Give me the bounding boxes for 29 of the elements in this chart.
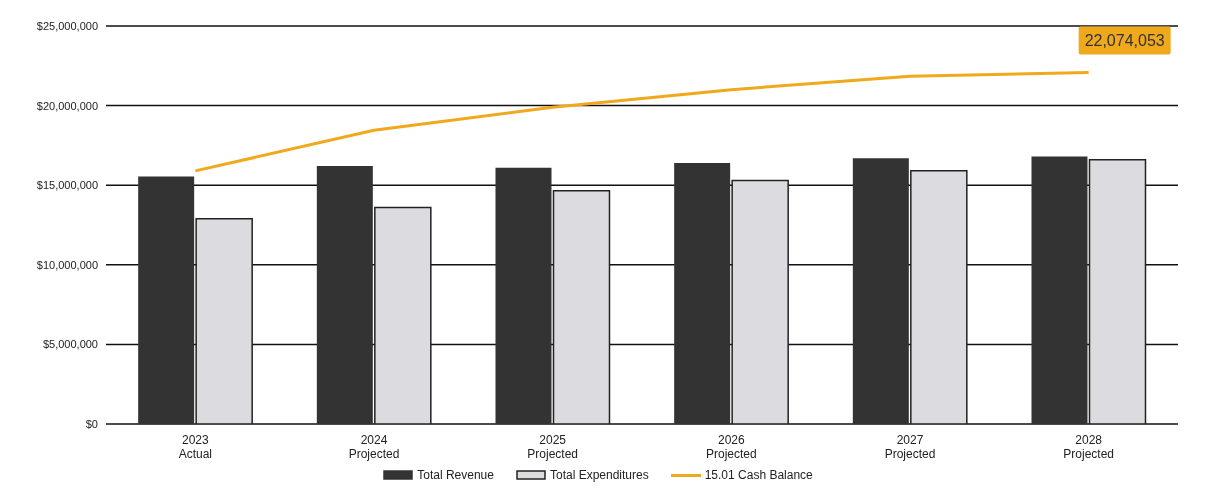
annotation: 22,074,053: [1084, 31, 1165, 49]
x-tick-label: 2028 Projected: [1063, 433, 1115, 461]
y-tick-label: $0: [85, 417, 98, 430]
legend-label: Total Expenditures: [549, 468, 649, 482]
x-tick-label: 2026 Projected: [705, 433, 757, 461]
y-tick-label: $15,000,000: [36, 179, 98, 192]
legend-label: Total Revenue: [417, 468, 494, 482]
bar: [1031, 156, 1088, 424]
y-tick-label: $20,000,000: [36, 99, 98, 112]
bar: [552, 190, 611, 424]
line-series: [193, 71, 1091, 173]
x-tick-label: 2023 Actual: [178, 433, 213, 461]
bar: [674, 162, 731, 424]
bar: [910, 170, 968, 424]
y-tick-label: $10,000,000: [36, 258, 98, 271]
bar: [316, 166, 373, 424]
legend-label: 15.01 Cash Balance: [704, 468, 813, 482]
x-tick-label: 2025 Projected: [527, 433, 579, 461]
bar: [852, 158, 909, 424]
bar: [374, 206, 432, 424]
bar: [138, 176, 195, 424]
bar: [195, 217, 253, 424]
y-tick-label: $5,000,000: [42, 338, 98, 351]
bar: [1088, 158, 1147, 424]
x-tick-label: 2027 Projected: [884, 433, 936, 461]
x-tick-label: 2024 Projected: [348, 433, 400, 461]
bar: [731, 179, 789, 424]
y-tick-label: $25,000,000: [36, 19, 98, 32]
bar: [495, 167, 552, 424]
